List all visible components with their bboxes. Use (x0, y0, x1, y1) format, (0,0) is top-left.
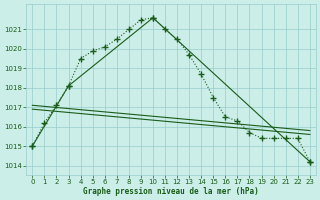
X-axis label: Graphe pression niveau de la mer (hPa): Graphe pression niveau de la mer (hPa) (83, 187, 259, 196)
